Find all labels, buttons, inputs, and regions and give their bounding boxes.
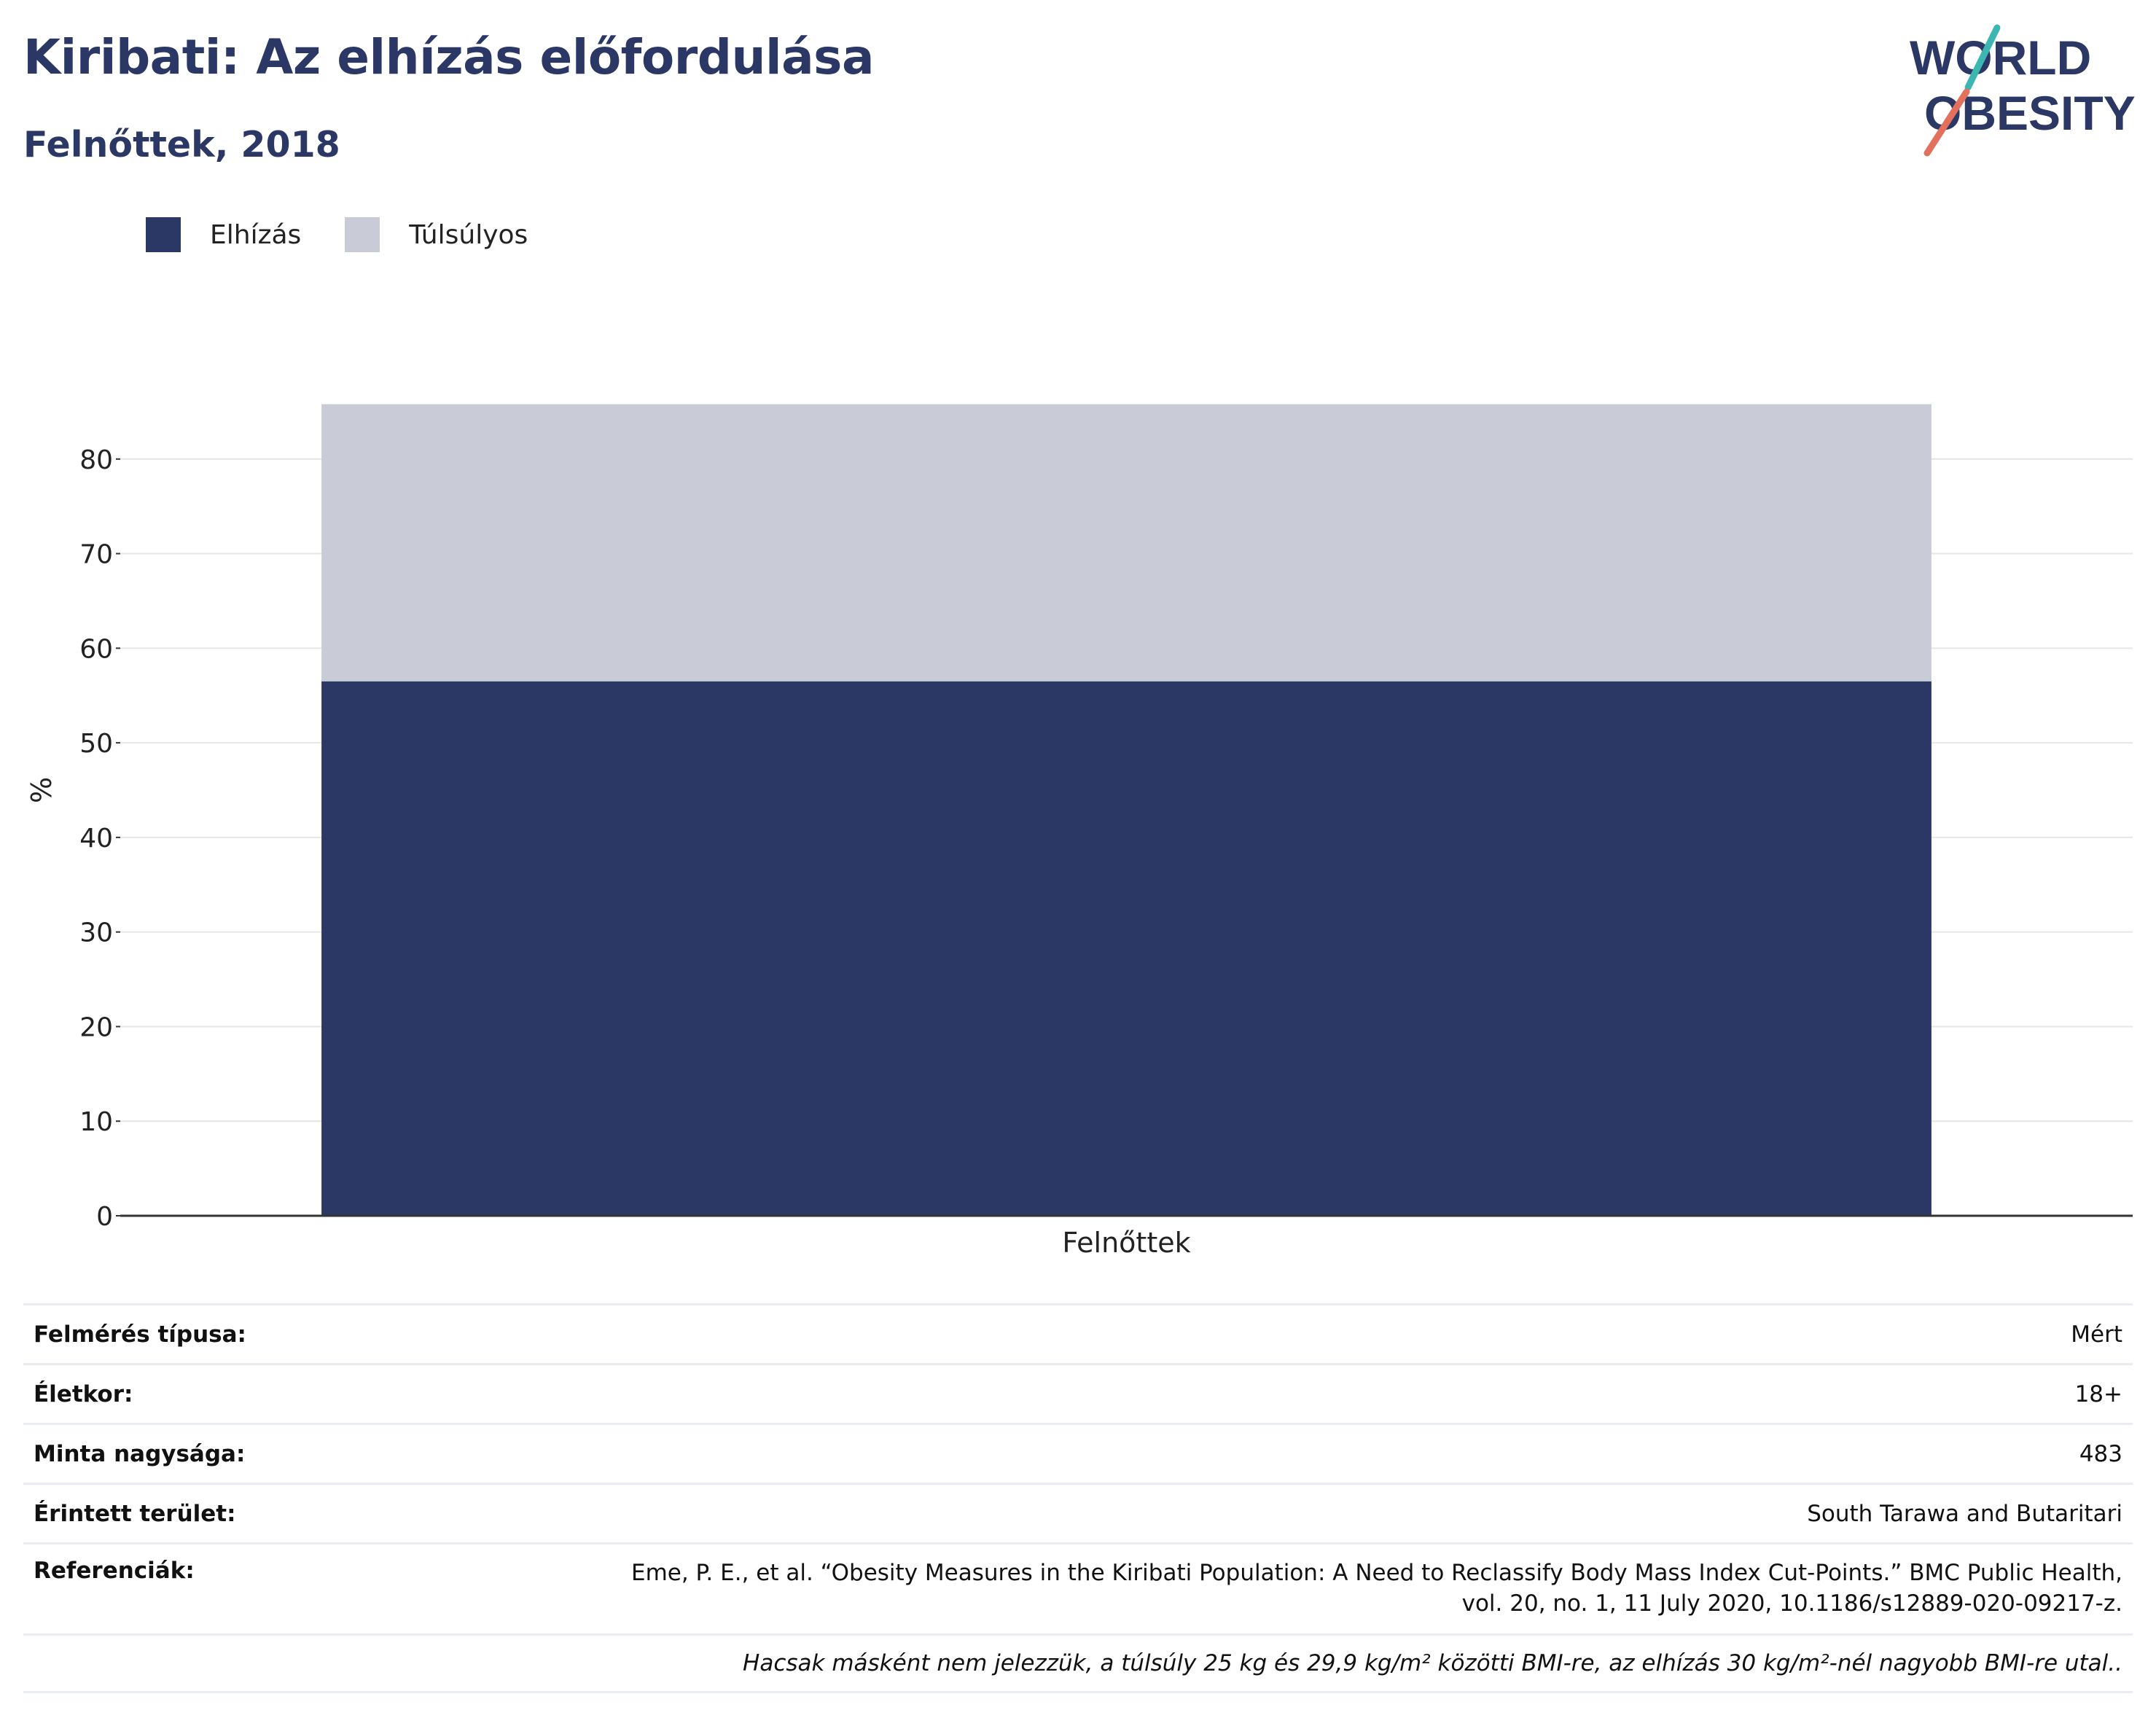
area-label: Érintett terület: — [34, 1500, 236, 1527]
survey-info-table: Felmérés típusa: Mért Életkor: 18+ Minta… — [23, 1303, 2133, 1693]
legend-swatch-overweight — [345, 217, 380, 252]
y-tick-label-10: 10 — [79, 1107, 113, 1137]
info-row-sample-size: Minta nagysága: 483 — [23, 1423, 2133, 1483]
info-row-survey-type: Felmérés típusa: Mért — [23, 1303, 2133, 1363]
y-tick-label-40: 40 — [79, 824, 113, 854]
references-value: Eme, P. E., et al. “Obesity Measures in … — [631, 1558, 2122, 1619]
sample-size-value: 483 — [2079, 1440, 2122, 1467]
references-line-1: Eme, P. E., et al. “Obesity Measures in … — [630, 1560, 2122, 1586]
y-tick-label-30: 30 — [79, 918, 113, 948]
chart-legend: Elhízás Túlsúlyos — [146, 217, 571, 252]
area-value: South Tarawa and Butaritari — [1807, 1500, 2122, 1527]
y-tick-label-70: 70 — [79, 540, 113, 570]
sample-size-label: Minta nagysága: — [34, 1440, 246, 1467]
survey-type-value: Mért — [2071, 1321, 2122, 1348]
info-row-note: Hacsak másként nem jelezzük, a túlsúly 2… — [23, 1633, 2133, 1693]
svg-text:OBESITY: OBESITY — [1924, 86, 2136, 140]
y-tick-label-50: 50 — [79, 729, 113, 759]
y-tick-label-80: 80 — [79, 445, 113, 475]
stacked-bar-chart: 0 10 20 30 40 50 60 70 80% Felnőttek — [26, 404, 2133, 1259]
references-line-2: vol. 20, no. 1, 11 July 2020, 10.1186/s1… — [1461, 1590, 2122, 1617]
references-label: Referenciák: — [34, 1558, 195, 1584]
info-row-age: Életkor: 18+ — [23, 1363, 2133, 1423]
y-axis-label: % — [26, 777, 58, 803]
svg-text:WORLD: WORLD — [1910, 31, 2091, 85]
definition-note: Hacsak másként nem jelezzük, a túlsúly 2… — [743, 1650, 2122, 1676]
bar-overweight-0 — [321, 404, 1932, 682]
y-tick-label-20: 20 — [79, 1012, 113, 1042]
chart-title: Kiribati: Az elhízás előfordulása — [23, 29, 875, 85]
legend-item-overweight[interactable]: Túlsúlyos — [345, 217, 528, 252]
legend-label-overweight: Túlsúlyos — [409, 219, 528, 250]
x-tick-label-0: Felnőttek — [1062, 1227, 1190, 1259]
survey-type-label: Felmérés típusa: — [34, 1321, 246, 1348]
bar-obesity-0 — [321, 681, 1932, 1216]
age-label: Életkor: — [34, 1380, 133, 1407]
age-value: 18+ — [2074, 1380, 2122, 1407]
y-tick-label-60: 60 — [79, 634, 113, 664]
info-row-references: Referenciák: Eme, P. E., et al. “Obesity… — [23, 1542, 2133, 1633]
legend-item-obesity[interactable]: Elhízás — [146, 217, 301, 252]
chart-subtitle: Felnőttek, 2018 — [23, 124, 340, 165]
legend-swatch-obesity — [146, 217, 181, 252]
y-tick-label-0: 0 — [96, 1202, 113, 1232]
legend-label-obesity: Elhízás — [210, 219, 302, 250]
world-obesity-logo: WORLD OBESITY — [1910, 24, 2136, 157]
info-row-area: Érintett terület: South Tarawa and Butar… — [23, 1483, 2133, 1542]
